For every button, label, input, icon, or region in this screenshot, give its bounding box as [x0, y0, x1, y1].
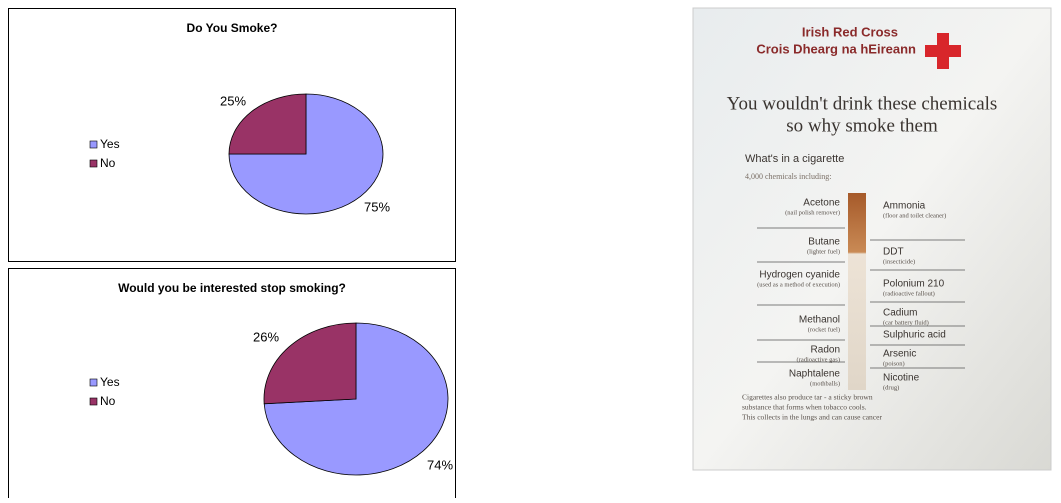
poster-headline: so why smoke them — [786, 115, 938, 136]
poster-subhead: What's in a cigarette — [745, 153, 844, 165]
chart-title: Do You Smoke? — [187, 21, 278, 35]
red-cross — [925, 45, 961, 57]
value-label: 75% — [364, 199, 390, 214]
chemical-name: Hydrogen cyanide — [759, 270, 840, 281]
chemical-note: (insecticide) — [883, 258, 915, 265]
pie-slice — [228, 93, 307, 155]
poster-footer: This collects in the lungs and can cause… — [742, 413, 882, 422]
poster-org: Irish Red Cross — [802, 24, 898, 39]
chemical-note: (nail polish remover) — [785, 209, 840, 216]
poster-intro: 4,000 chemicals including: — [745, 172, 831, 181]
chemical-note: (radioactive gas) — [797, 356, 841, 363]
chemical-name: Methanol — [799, 315, 840, 326]
chemical-name: Acetone — [803, 198, 840, 209]
chemical-name: Sulphuric acid — [883, 330, 946, 341]
chemical-note: (drug) — [883, 384, 899, 391]
legend-label: Yes — [100, 137, 120, 151]
chemical-note: (radioactive fallout) — [883, 290, 935, 297]
legend-swatch — [89, 378, 98, 387]
poster — [692, 7, 1052, 471]
chemical-note: (lighter fuel) — [807, 248, 840, 255]
chemical-name: Radon — [811, 345, 840, 356]
chemical-name: DDT — [883, 247, 904, 258]
poster-footer: substance that forms when tobacco cools. — [742, 403, 867, 412]
chart-title: Would you be interested stop smoking? — [118, 281, 346, 295]
chemical-note: (rocket fuel) — [808, 326, 840, 333]
legend-label: No — [100, 394, 116, 408]
legend-label: No — [100, 156, 116, 170]
poster-footer: Cigarettes also produce tar - a sticky b… — [742, 393, 873, 402]
poster-headline: You wouldn't drink these chemicals — [727, 93, 998, 114]
chemical-note: (floor and toilet cleaner) — [883, 212, 946, 219]
legend-label: Yes — [100, 375, 120, 389]
legend-swatch — [89, 397, 98, 406]
pie-slice — [228, 93, 384, 215]
chemical-name: Arsenic — [883, 349, 916, 360]
chemical-name: Ammonia — [883, 201, 926, 212]
chemical-note: (poison) — [883, 360, 905, 367]
chart-frame — [8, 8, 456, 262]
chemical-name: Naphtalene — [789, 369, 841, 380]
chemical-name: Polonium 210 — [883, 279, 945, 290]
legend-swatch — [89, 159, 98, 168]
legend-swatch — [89, 140, 98, 149]
value-label: 74% — [427, 457, 453, 472]
cigarette — [848, 193, 866, 390]
chemical-name: Nicotine — [883, 373, 920, 384]
value-label: 25% — [220, 93, 246, 108]
pie-slice — [263, 322, 357, 405]
chemical-note: (used as a method of execution) — [757, 281, 840, 288]
value-label: 26% — [253, 329, 279, 344]
chemical-name: Cadium — [883, 308, 917, 319]
chemical-name: Butane — [808, 237, 840, 248]
chemical-note: (mothballs) — [810, 380, 840, 387]
poster-org-irish: Crois Dhearg na hEireann — [756, 41, 916, 56]
chemical-note: (car battery fluid) — [883, 319, 929, 326]
